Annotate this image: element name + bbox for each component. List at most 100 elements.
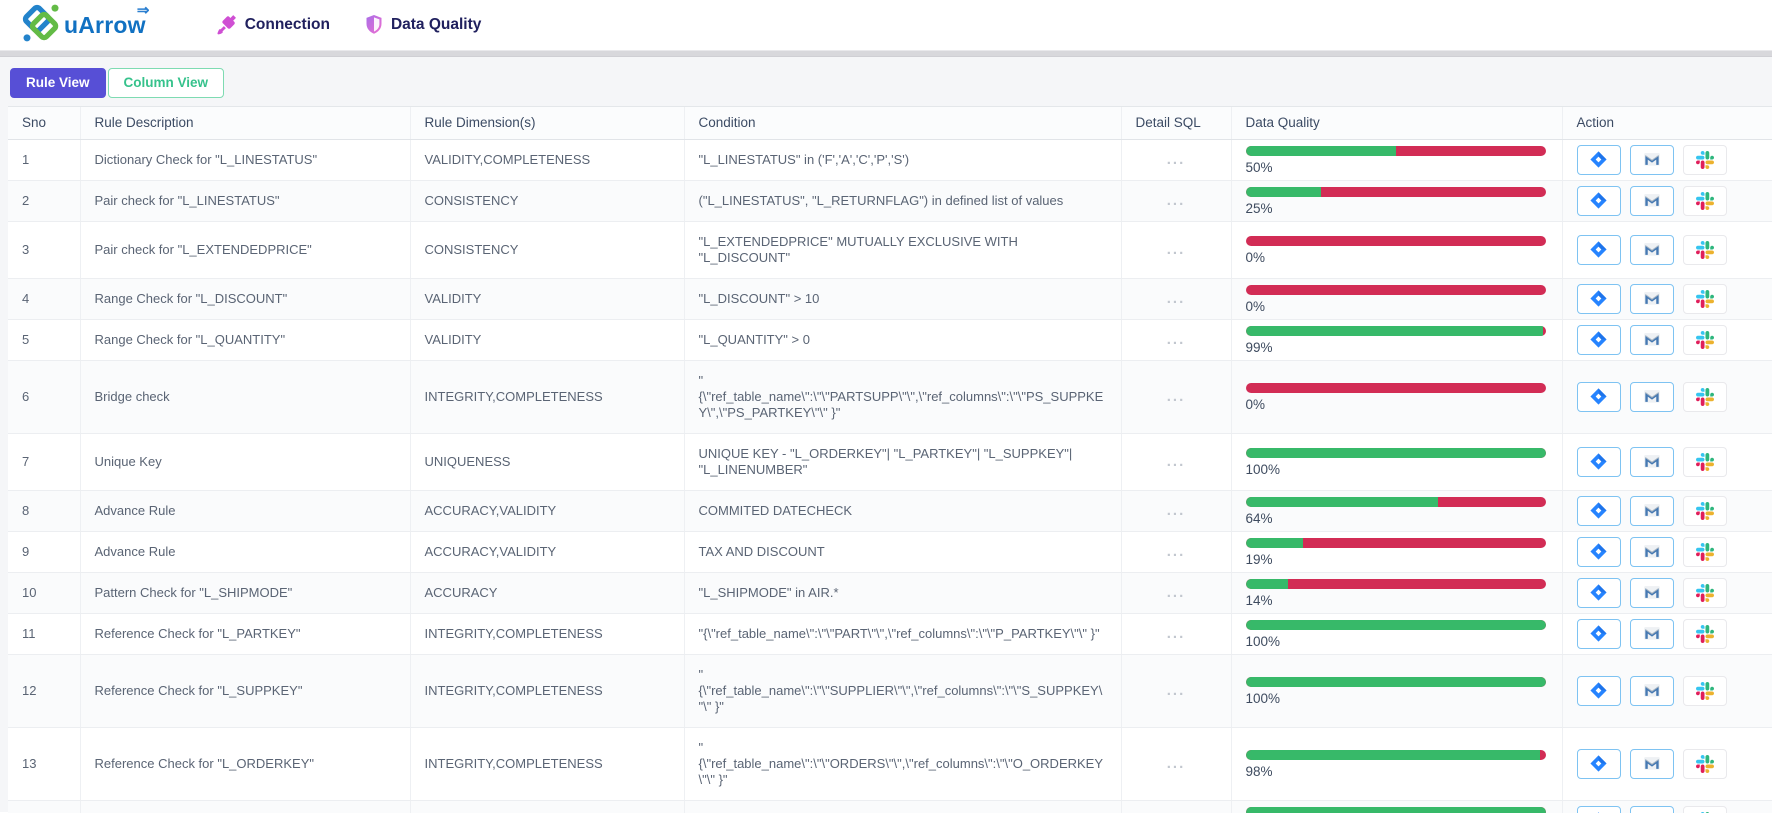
cell-data-quality: 64% xyxy=(1230,490,1562,532)
detail-sql-button[interactable]: ... xyxy=(1166,330,1186,348)
slack-button[interactable] xyxy=(1682,185,1727,216)
jira-button[interactable] xyxy=(1576,185,1621,216)
jira-button[interactable] xyxy=(1576,324,1621,355)
quality-bar xyxy=(1245,284,1546,295)
cell-condition: "L_LINESTATUS" in ('F','A','C','P','S') xyxy=(683,139,1121,181)
detail-sql-button[interactable]: ... xyxy=(1166,624,1186,642)
detail-sql-button[interactable]: ... xyxy=(1166,289,1186,307)
slack-icon xyxy=(1695,387,1714,406)
cell-data-quality: 100% xyxy=(1230,433,1562,491)
slack-button[interactable] xyxy=(1682,234,1727,265)
cell-data-quality: 0% xyxy=(1230,221,1562,279)
slack-button[interactable] xyxy=(1682,675,1727,706)
quality-bar xyxy=(1245,325,1546,336)
cell-sno: 10 xyxy=(8,572,80,614)
slack-button[interactable] xyxy=(1682,324,1727,355)
brand-logo[interactable]: uArrow ⇒ xyxy=(20,2,150,49)
table-row: 7 Unique Key UNIQUENESS UNIQUE KEY - "L_ORD… xyxy=(8,433,1772,491)
detail-sql-button[interactable]: ... xyxy=(1166,387,1186,405)
jira-icon xyxy=(1589,583,1608,602)
gmail-button[interactable] xyxy=(1629,536,1674,567)
jira-button[interactable] xyxy=(1576,381,1621,412)
gmail-button[interactable] xyxy=(1629,805,1674,813)
jira-button[interactable] xyxy=(1576,495,1621,526)
tab-column-view[interactable]: Column View xyxy=(107,68,225,98)
cell-sno: 4 xyxy=(8,278,80,320)
cell-detail-sql: ... xyxy=(1120,800,1231,813)
cell-sno: 7 xyxy=(8,433,80,491)
gmail-button[interactable] xyxy=(1629,324,1674,355)
quality-bar xyxy=(1245,145,1546,156)
gmail-icon xyxy=(1642,502,1662,519)
detail-sql-button[interactable]: ... xyxy=(1166,240,1186,258)
jira-button[interactable] xyxy=(1576,283,1621,314)
horizontal-scrollbar[interactable] xyxy=(0,50,1772,57)
slack-button[interactable] xyxy=(1682,748,1727,779)
gmail-icon xyxy=(1642,388,1662,405)
gmail-icon xyxy=(1642,543,1662,560)
nav-item-data-quality[interactable]: Data Quality xyxy=(364,14,481,36)
jira-button[interactable] xyxy=(1576,234,1621,265)
gmail-button[interactable] xyxy=(1629,618,1674,649)
slack-button[interactable] xyxy=(1682,283,1727,314)
cell-detail-sql: ... xyxy=(1120,278,1231,320)
cell-sno: 6 xyxy=(8,360,80,434)
gmail-icon xyxy=(1642,625,1662,642)
slack-button[interactable] xyxy=(1682,577,1727,608)
gmail-button[interactable] xyxy=(1629,381,1674,412)
slack-button[interactable] xyxy=(1682,381,1727,412)
detail-sql-button[interactable]: ... xyxy=(1166,542,1186,560)
cell-sno: 13 xyxy=(8,727,80,801)
cell-rule-dimensions: INTEGRITY,COMPLETENESS xyxy=(409,360,684,434)
action-buttons xyxy=(1576,446,1759,477)
cell-condition: "L_SHIPMODE" in AIR.* xyxy=(683,572,1121,614)
column-header-data-quality: Data Quality xyxy=(1230,107,1562,140)
cell-data-quality: 99% xyxy=(1230,319,1562,361)
nav-item-connection[interactable]: Connection xyxy=(216,14,330,36)
table-row: 13 Reference Check for "L_ORDERKEY" INTEGR… xyxy=(8,727,1772,801)
detail-sql-button[interactable]: ... xyxy=(1166,501,1186,519)
gmail-button[interactable] xyxy=(1629,446,1674,477)
gmail-button[interactable] xyxy=(1629,144,1674,175)
jira-button[interactable] xyxy=(1576,144,1621,175)
slack-button[interactable] xyxy=(1682,536,1727,567)
tab-rule-view[interactable]: Rule View xyxy=(10,68,106,98)
jira-button[interactable] xyxy=(1576,446,1621,477)
rules-table-container: Sno Rule Description Rule Dimension(s) Cond… xyxy=(8,106,1772,813)
gmail-button[interactable] xyxy=(1629,283,1674,314)
table-row: 8 Advance Rule ACCURACY,VALIDITY COMMITED D… xyxy=(8,490,1772,532)
jira-icon xyxy=(1589,240,1608,259)
jira-button[interactable] xyxy=(1576,577,1621,608)
gmail-button[interactable] xyxy=(1629,185,1674,216)
detail-sql-button[interactable]: ... xyxy=(1166,754,1186,772)
gmail-button[interactable] xyxy=(1629,495,1674,526)
gmail-button[interactable] xyxy=(1629,675,1674,706)
jira-button[interactable] xyxy=(1576,618,1621,649)
cell-rule-dimensions: ACCURACY,VALIDITY xyxy=(409,490,684,532)
gmail-button[interactable] xyxy=(1629,577,1674,608)
slack-button[interactable] xyxy=(1682,805,1727,813)
gmail-button[interactable] xyxy=(1629,234,1674,265)
detail-sql-button[interactable]: ... xyxy=(1166,583,1186,601)
gmail-button[interactable] xyxy=(1629,748,1674,779)
jira-button[interactable] xyxy=(1576,805,1621,813)
detail-sql-button[interactable]: ... xyxy=(1166,150,1186,168)
quality-bar-fill xyxy=(1245,186,1321,197)
jira-button[interactable] xyxy=(1576,748,1621,779)
jira-button[interactable] xyxy=(1576,536,1621,567)
cell-action xyxy=(1561,490,1772,532)
slack-button[interactable] xyxy=(1682,495,1727,526)
detail-sql-button[interactable]: ... xyxy=(1166,452,1186,470)
slack-button[interactable] xyxy=(1682,618,1727,649)
detail-sql-button[interactable]: ... xyxy=(1166,681,1186,699)
cell-data-quality: 0% xyxy=(1230,278,1562,320)
action-buttons xyxy=(1576,185,1759,216)
quality-bar-fill xyxy=(1245,496,1438,507)
slack-button[interactable] xyxy=(1682,446,1727,477)
cell-data-quality: 19% xyxy=(1230,531,1562,573)
detail-sql-button[interactable]: ... xyxy=(1166,191,1186,209)
slack-button[interactable] xyxy=(1682,144,1727,175)
column-header-detail-sql: Detail SQL xyxy=(1120,107,1231,140)
jira-button[interactable] xyxy=(1576,675,1621,706)
cell-rule-description: Unique Key xyxy=(79,433,410,491)
